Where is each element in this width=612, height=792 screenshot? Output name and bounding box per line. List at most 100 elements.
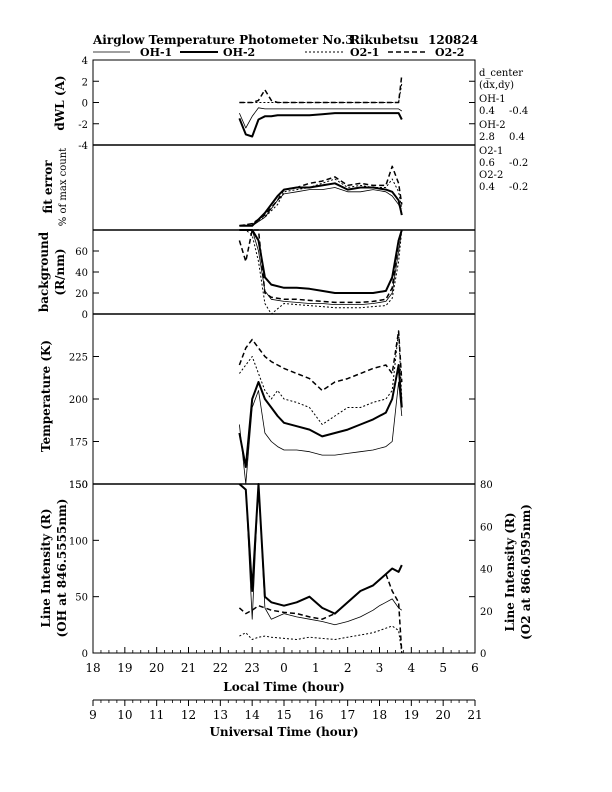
x-tick-label: 19 <box>117 661 132 675</box>
d-center-o22-dy: -0.2 <box>509 182 528 193</box>
fit-error-panel <box>239 165 403 227</box>
universal-time-axis: 9 10 11 12 13 14 15 16 17 18 19 20 21 <box>89 700 483 722</box>
x-tick-label: 18 <box>372 708 387 722</box>
intensity-y2label2: (O2 at 866.0595nm) <box>519 504 533 640</box>
d-center-info: d_center (dx,dy) OH-1 0.4 -0.4 OH-2 2.8 … <box>479 68 528 193</box>
legend-oh1: OH-1 <box>140 46 172 59</box>
y-tick-label: 225 <box>69 353 88 364</box>
y-tick-label: -2 <box>78 120 88 131</box>
y2-tick-label: 40 <box>480 565 493 576</box>
d-center-oh2-dx: 2.8 <box>479 132 495 143</box>
y2-tick-label: 80 <box>480 480 493 491</box>
d-center-o22-name: O2-2 <box>479 170 503 181</box>
legend-o22: O2-2 <box>435 46 464 59</box>
x-tick-label: 23 <box>245 661 260 675</box>
y-tick-label: 60 <box>75 247 88 258</box>
x-tick-label: 20 <box>149 661 164 675</box>
series-line-oh-1 <box>239 381 403 485</box>
series-line-oh-2 <box>238 483 403 615</box>
y2-tick-label: 0 <box>480 649 486 660</box>
series-line-oh-1 <box>239 187 403 227</box>
date-label: 120824 <box>428 33 478 47</box>
y-tick-label: 200 <box>69 395 88 406</box>
x-tick-label: 0 <box>280 661 288 675</box>
series-line-oh-1 <box>239 229 403 306</box>
x-tick-label: 21 <box>467 708 482 722</box>
x-tick-label: 20 <box>436 708 451 722</box>
x-tick-label: 2 <box>344 661 352 675</box>
d-center-o21-dx: 0.6 <box>479 158 495 169</box>
y-tick-label: 100 <box>69 536 88 547</box>
intensity-panel: 150 100 50 0 80 60 40 20 0 <box>69 480 493 660</box>
d-center-oh2-dy: 0.4 <box>509 132 525 143</box>
legend-oh2: OH-2 <box>223 46 255 59</box>
d-center-oh1-dy: -0.4 <box>509 106 528 117</box>
temperature-ylabel: Temperature (K) <box>39 340 53 452</box>
y-tick-label: -4 <box>78 141 88 152</box>
intensity-y2label: Line Intensity (R) <box>503 512 517 631</box>
series-line-o2-2 <box>238 330 403 392</box>
fit-error-ylabel2: % of max count <box>58 148 69 226</box>
d-center-o21-dy: -0.2 <box>509 158 528 169</box>
series-line-o2-2 <box>238 229 403 304</box>
y-tick-label: 150 <box>69 480 88 491</box>
x-tick-label: 9 <box>89 708 97 722</box>
series-line-o2-2 <box>239 165 403 227</box>
series-line-o2-1 <box>239 625 403 654</box>
x-tick-label: 5 <box>439 661 447 675</box>
x-tick-label: 3 <box>376 661 384 675</box>
x-tick-label: 18 <box>85 661 100 675</box>
x-tick-label: 14 <box>245 708 261 722</box>
series-line-o2-1 <box>239 229 403 315</box>
x-tick-label: 12 <box>181 708 196 722</box>
x-tick-label: 22 <box>213 661 228 675</box>
x-tick-label: 16 <box>308 708 323 722</box>
x-tick-label: 21 <box>181 661 196 675</box>
y-tick-label: 40 <box>75 268 88 279</box>
series-line-oh-1 <box>239 483 403 626</box>
background-ylabel: background <box>37 231 51 312</box>
legend-o21: O2-1 <box>350 46 379 59</box>
x-tick-label: 6 <box>471 661 479 675</box>
series-line-o2-1 <box>239 330 403 425</box>
d-center-o21-name: O2-1 <box>479 146 503 157</box>
series-line-o2-1 <box>239 178 403 227</box>
temperature-panel: 225 200 175 150 <box>69 330 475 491</box>
d-center-oh1-dx: 0.4 <box>479 106 495 117</box>
series-line-o2-2 <box>238 573 403 654</box>
series-line-oh-2 <box>238 112 403 138</box>
x-tick-label: 1 <box>312 661 320 675</box>
series-line-oh-2 <box>239 229 403 294</box>
y2-tick-label: 60 <box>480 522 493 533</box>
x-tick-label: 17 <box>340 708 355 722</box>
y-tick-label: 175 <box>69 438 88 449</box>
y-tick-label: 0 <box>82 649 88 660</box>
x-tick-label: 11 <box>149 708 164 722</box>
series-line-oh-2 <box>239 182 403 227</box>
station-name: Rikubetsu <box>350 33 419 47</box>
dwl-ylabel: dWL (A) <box>53 75 67 130</box>
d-center-o22-dx: 0.4 <box>479 182 495 193</box>
y-tick-label: 2 <box>82 77 88 88</box>
series-line-o2-2 <box>239 74 403 104</box>
d-center-heading: d_center <box>479 68 523 79</box>
universal-time-label: Universal Time (hour) <box>209 725 358 739</box>
x-tick-label: 4 <box>408 661 416 675</box>
x-tick-label: 13 <box>213 708 228 722</box>
x-tick-label: 10 <box>117 708 132 722</box>
x-tick-label: 15 <box>276 708 291 722</box>
background-panel: 60 40 20 0 <box>75 229 475 321</box>
plot-frame <box>92 59 476 654</box>
local-time-label: Local Time (hour) <box>223 680 344 694</box>
series-line-oh-1 <box>239 107 403 129</box>
y-tick-label: 0 <box>82 99 88 110</box>
intensity-ylabel: Line Intensity (R) <box>39 508 53 627</box>
chart-title: Airglow Temperature Photometer No.3 <box>92 33 354 47</box>
intensity-ylabel2: (OH at 846.5555nm) <box>55 499 69 638</box>
y-tick-label: 20 <box>75 289 88 300</box>
legend: OH-1 OH-2 O2-1 O2-2 <box>93 46 464 59</box>
y-tick-label: 50 <box>75 593 88 604</box>
y-tick-label: 0 <box>82 310 88 321</box>
d-center-oh1-name: OH-1 <box>479 94 506 105</box>
